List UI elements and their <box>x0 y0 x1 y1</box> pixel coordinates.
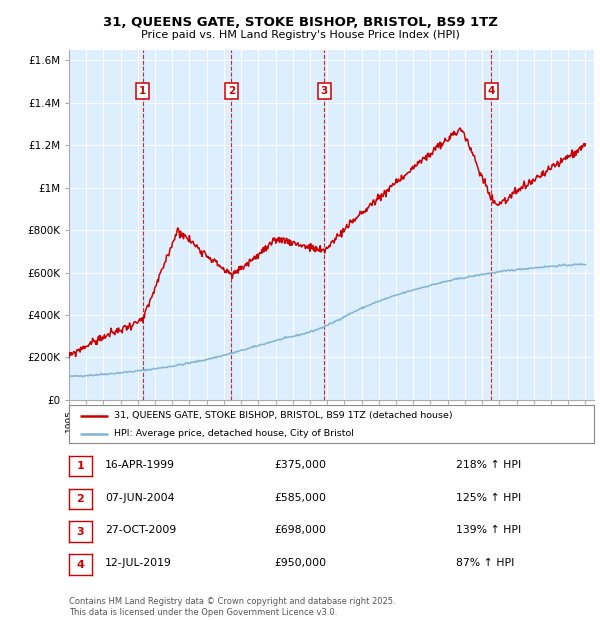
Text: 12-JUL-2019: 12-JUL-2019 <box>105 558 172 569</box>
Text: £698,000: £698,000 <box>274 525 326 536</box>
Text: 31, QUEENS GATE, STOKE BISHOP, BRISTOL, BS9 1TZ (detached house): 31, QUEENS GATE, STOKE BISHOP, BRISTOL, … <box>113 411 452 420</box>
Text: HPI: Average price, detached house, City of Bristol: HPI: Average price, detached house, City… <box>113 429 353 438</box>
Text: Price paid vs. HM Land Registry's House Price Index (HPI): Price paid vs. HM Land Registry's House … <box>140 30 460 40</box>
Text: 1: 1 <box>139 86 146 96</box>
Text: 07-JUN-2004: 07-JUN-2004 <box>105 492 175 503</box>
Text: Contains HM Land Registry data © Crown copyright and database right 2025.
This d: Contains HM Land Registry data © Crown c… <box>69 598 395 617</box>
Text: 2: 2 <box>77 494 84 504</box>
Text: 1: 1 <box>77 461 84 471</box>
Text: £375,000: £375,000 <box>274 459 326 470</box>
Text: 125% ↑ HPI: 125% ↑ HPI <box>456 492 521 503</box>
Text: 3: 3 <box>77 526 84 537</box>
Text: 16-APR-1999: 16-APR-1999 <box>105 459 175 470</box>
Text: 4: 4 <box>488 86 495 96</box>
Text: 3: 3 <box>320 86 328 96</box>
Text: 2: 2 <box>228 86 235 96</box>
Text: £585,000: £585,000 <box>274 492 326 503</box>
Text: 87% ↑ HPI: 87% ↑ HPI <box>456 558 514 569</box>
Text: 4: 4 <box>76 559 85 570</box>
Text: £950,000: £950,000 <box>274 558 326 569</box>
Text: 218% ↑ HPI: 218% ↑ HPI <box>456 459 521 470</box>
Text: 31, QUEENS GATE, STOKE BISHOP, BRISTOL, BS9 1TZ: 31, QUEENS GATE, STOKE BISHOP, BRISTOL, … <box>103 16 497 29</box>
Text: 27-OCT-2009: 27-OCT-2009 <box>105 525 176 536</box>
Text: 139% ↑ HPI: 139% ↑ HPI <box>456 525 521 536</box>
